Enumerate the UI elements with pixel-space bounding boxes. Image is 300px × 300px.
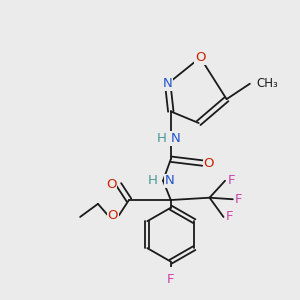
Text: F: F bbox=[235, 193, 243, 206]
Text: N: N bbox=[163, 77, 172, 90]
Text: N: N bbox=[171, 132, 180, 145]
Text: O: O bbox=[107, 209, 118, 222]
Text: O: O bbox=[203, 157, 214, 169]
Text: F: F bbox=[226, 211, 233, 224]
Text: O: O bbox=[195, 51, 206, 64]
Text: O: O bbox=[106, 178, 116, 191]
Text: N: N bbox=[164, 174, 174, 187]
Text: H: H bbox=[147, 174, 157, 187]
Text: F: F bbox=[167, 273, 175, 286]
Text: CH₃: CH₃ bbox=[256, 77, 278, 90]
Text: H: H bbox=[157, 132, 166, 145]
Text: F: F bbox=[227, 174, 235, 187]
